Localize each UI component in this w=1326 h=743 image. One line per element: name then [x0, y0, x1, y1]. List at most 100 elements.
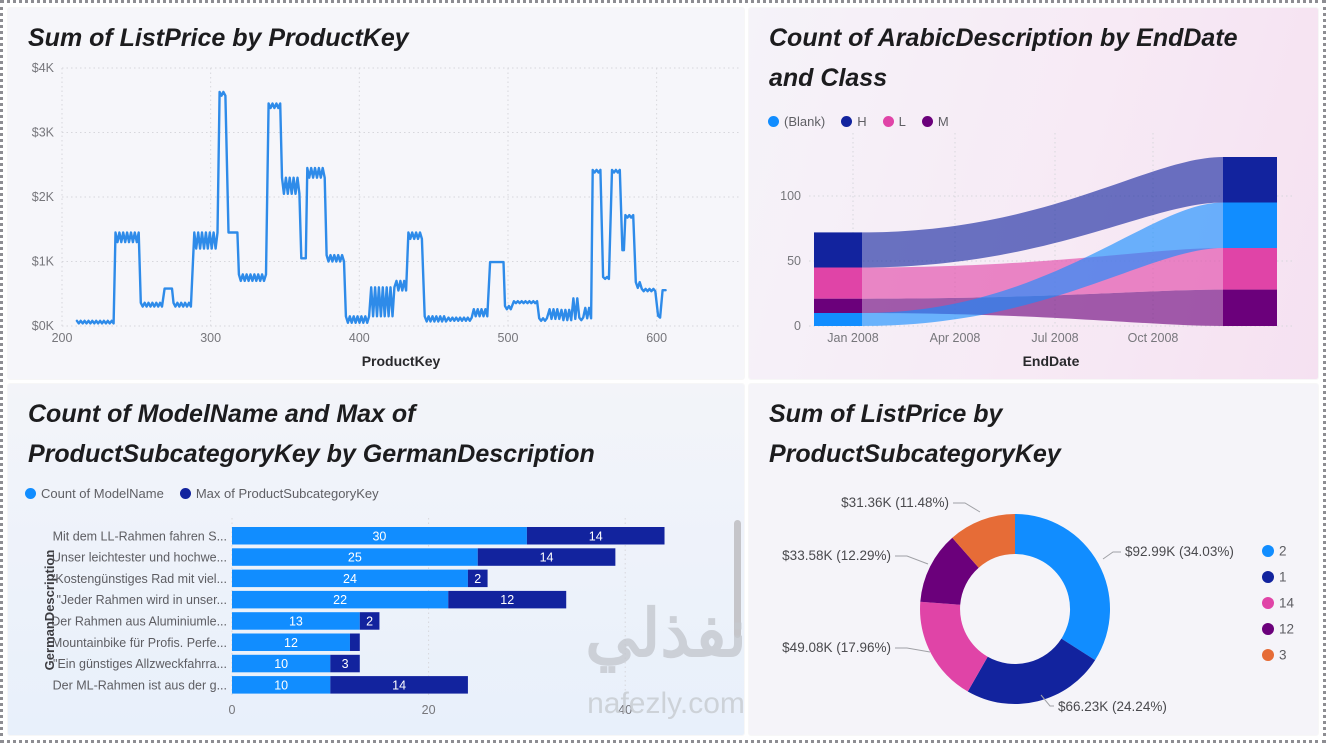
ribbon-column-right-(Blank)[interactable] [1223, 202, 1277, 249]
bar-segment-count[interactable] [232, 654, 331, 673]
bar-segment-max[interactable] [330, 654, 360, 673]
x-axis-tick-label: 300 [200, 331, 221, 345]
ribbon-column-left-H[interactable] [814, 232, 862, 268]
legend-item-L[interactable]: L [882, 114, 906, 129]
visual-bar-chart[interactable]: Count of ModelName and Max of ProductSub… [8, 384, 744, 735]
donut-chart-canvas[interactable]: $92.99K (34.03%) $66.23K (24.24%) $49.08K … [749, 384, 1318, 735]
ribbon-column-right-L[interactable] [1223, 248, 1277, 290]
label-leader-line [953, 502, 981, 513]
line-chart-canvas[interactable]: $0K $1K $2K $3K $4K 200 300 400 500 600 ProductKey [8, 8, 744, 379]
legend-label: L [898, 114, 906, 129]
bar-segment-count[interactable] [232, 569, 468, 588]
bar-segment-count[interactable] [232, 676, 331, 694]
ribbon-chart-canvas[interactable]: 0 50 100 Jan 2008 Apr 2008 Jul 2008 Oct 2008 En… [749, 8, 1318, 379]
title-line: Count of ModelName and Max of [28, 400, 416, 428]
x-axis-tick-label: 400 [349, 331, 370, 345]
category-label: Der Rahmen aus Aluminiumle... [51, 614, 227, 628]
x-axis-tick-label: 20 [422, 703, 436, 717]
legend-label: H [857, 114, 867, 129]
legend-dot-icon [1262, 597, 1274, 609]
bar-value-label: 10 [274, 678, 288, 692]
bar-segment-count[interactable] [232, 633, 350, 652]
label-leader-line [1102, 551, 1121, 560]
label-leader-line [1040, 694, 1054, 707]
legend-item-count-of-modelname[interactable]: Count of ModelName [25, 486, 164, 501]
legend-label[interactable]: 12 [1279, 622, 1294, 637]
legend-dot-icon [768, 116, 779, 127]
ribbon-column-right-M[interactable] [1223, 289, 1277, 326]
legend-dot-icon [1262, 649, 1274, 661]
ribbon-band-M[interactable] [862, 289, 1223, 326]
category-label: "Ein günstiges Allzweckfahrra... [53, 657, 227, 671]
x-axis-tick-label: 0 [229, 703, 236, 717]
ribbon-band-H[interactable] [862, 157, 1223, 268]
ribbon-band-(Blank)[interactable] [862, 202, 1223, 327]
donut-slice-2[interactable] [1015, 514, 1111, 661]
bar-segment-count[interactable] [232, 548, 478, 566]
x-axis-tick-label: Oct 2008 [1128, 331, 1179, 345]
bar-segment-max[interactable] [359, 612, 380, 630]
donut-slice-12[interactable] [920, 537, 979, 605]
ribbon-column-right-H[interactable] [1223, 157, 1277, 203]
bar-segment-count[interactable] [232, 590, 449, 609]
legend-label: (Blank) [784, 114, 826, 129]
bar-segment-max[interactable] [477, 548, 616, 566]
legend-label[interactable]: 3 [1279, 648, 1287, 663]
legend-label[interactable]: 1 [1279, 570, 1287, 585]
ribbon-column-left-L[interactable] [814, 267, 862, 299]
bar-segment-max[interactable] [349, 633, 360, 652]
y-axis-tick-label: $3K [32, 126, 55, 140]
donut-data-label: $66.23K (24.24%) [1058, 699, 1167, 714]
visual-line-chart[interactable]: Sum of ListPrice by ProductKey $0K $1K $2K… [8, 8, 744, 379]
legend-item-max-of-productsubcategorykey[interactable]: Max of ProductSubcategoryKey [179, 486, 379, 501]
donut-data-label: $31.36K (11.48%) [841, 495, 949, 510]
category-label: Unser leichtester und hochwe... [52, 551, 227, 565]
legend-label[interactable]: 14 [1279, 596, 1295, 611]
legend-label[interactable]: 2 [1279, 544, 1287, 559]
x-axis-tick-label: 600 [646, 331, 667, 345]
bar-segment-max[interactable] [330, 676, 468, 694]
ribbon-chart-title: Count of ArabicDescription by EndDate an… [749, 8, 1318, 98]
y-axis-tick-label: $2K [32, 190, 55, 204]
bar-segment-max[interactable] [467, 569, 488, 588]
y-axis-tick-label: 0 [794, 319, 801, 333]
label-leader-line [895, 647, 931, 653]
donut-slice-3[interactable] [952, 514, 1015, 568]
bar-value-label: 25 [348, 551, 362, 565]
visual-ribbon-chart[interactable]: Count of ArabicDescription by EndDate an… [749, 8, 1318, 379]
scrollbar-thumb[interactable] [734, 520, 741, 638]
x-axis-title: ProductKey [362, 353, 441, 369]
legend-item-H[interactable]: H [841, 114, 867, 129]
bar-value-label: 13 [289, 614, 303, 628]
ribbon-column-left-(Blank)[interactable] [814, 313, 862, 326]
bar-segment-max[interactable] [448, 590, 567, 609]
bar-value-label: 14 [392, 678, 406, 692]
x-axis-tick-label: Jul 2008 [1031, 331, 1078, 345]
donut-slice-14[interactable] [920, 601, 988, 692]
legend-dot-icon [1262, 623, 1274, 635]
legend-item-M[interactable]: M [921, 114, 949, 129]
ribbon-column-left-M[interactable] [814, 298, 862, 313]
bar-segment-count[interactable] [232, 527, 527, 545]
visual-donut-chart[interactable]: Sum of ListPrice by ProductSubcategoryKe… [749, 384, 1318, 735]
x-axis-tick-label: 500 [498, 331, 519, 345]
donut-slice-1[interactable] [967, 638, 1096, 705]
bar-chart-canvas[interactable]: 0 20 40 Mit dem LL-Rahmen fahren S... 30 14 Un… [8, 384, 744, 735]
legend-dot-icon [921, 116, 933, 127]
category-label: "Kostengünstiges Rad mit viel... [51, 572, 227, 586]
title-line: Sum of ListPrice by ProductKey [28, 24, 409, 52]
title-line: Sum of ListPrice by [769, 400, 1003, 428]
title-line: Count of ArabicDescription by EndDate [769, 24, 1238, 52]
x-axis-tick-label: 200 [52, 331, 73, 345]
y-axis-tick-label: $1K [32, 255, 55, 269]
label-leader-line [895, 555, 929, 565]
bar-segment-max[interactable] [526, 527, 665, 545]
bar-value-label: 30 [372, 529, 386, 543]
bar-value-label: 12 [500, 593, 514, 607]
bar-value-label: 2 [474, 572, 481, 586]
donut-chart-title: Sum of ListPrice by ProductSubcategoryKe… [749, 384, 1318, 474]
bar-value-label: 2 [366, 614, 373, 628]
legend-item-(Blank)[interactable]: (Blank) [768, 114, 825, 129]
bar-segment-count[interactable] [232, 612, 360, 630]
listprice-line-series[interactable] [75, 90, 667, 325]
